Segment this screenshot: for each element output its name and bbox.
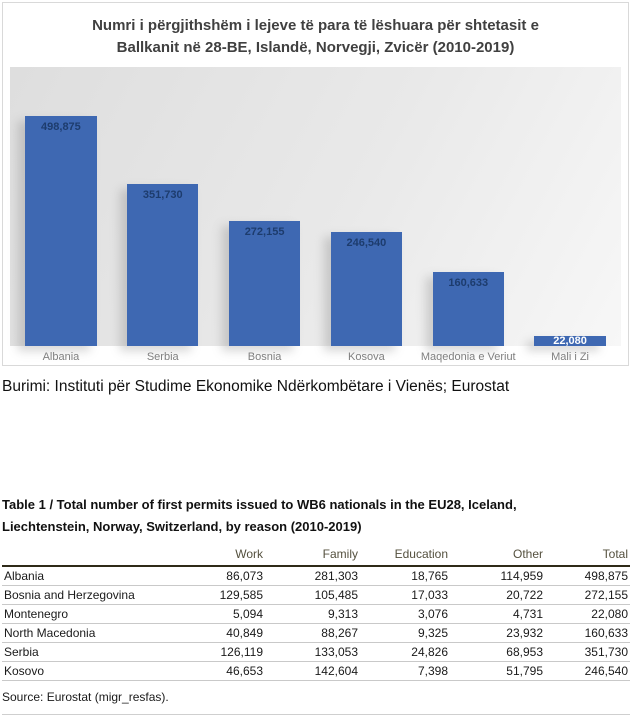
table-source-caption: Source: Eurostat (migr_resfas).: [2, 690, 169, 705]
table-row: Bosnia and Herzegovina 129,585 105,485 17,0…: [2, 585, 630, 606]
cell-value: 9,313: [265, 604, 360, 625]
category-label: Mali i Zi: [551, 351, 589, 363]
cell-value: 86,073: [172, 566, 265, 587]
cell-value: 5,094: [172, 604, 265, 625]
category-label: Kosova: [348, 351, 385, 363]
table-row: Montenegro 5,094 9,313 3,076 4,731 22,080: [2, 604, 630, 625]
table-header-row: Work Family Education Other Total: [2, 545, 630, 568]
cell-value: 272,155: [545, 585, 630, 606]
cell-value: 142,604: [265, 661, 360, 682]
cell-value: 7,398: [360, 661, 450, 682]
table-row: Serbia 126,119 133,053 24,826 68,953 351,730: [2, 642, 630, 663]
bar: 498,875: [25, 116, 97, 346]
cell-value: 18,765: [360, 566, 450, 587]
category-label: Serbia: [146, 351, 179, 363]
cell-value: 40,849: [172, 623, 265, 644]
chart-title-line-2: Ballkanit në 28-BE, Islandë, Norvegji, Z…: [116, 38, 515, 56]
bar-slot: 498,875: [10, 67, 112, 346]
bar-value-label: 22,080: [553, 335, 587, 347]
chart-title-line-1: Numri i përgjithshëm i lejeve të para të…: [92, 17, 539, 34]
table-section: Table 1 / Total number of first permits …: [2, 494, 630, 715]
cell-value: 133,053: [265, 642, 360, 663]
bar: 160,633: [432, 272, 504, 346]
bar-value-label: 272,155: [244, 226, 285, 238]
cell-value: 17,033: [360, 585, 450, 606]
cell-country: Serbia: [2, 642, 172, 663]
plot-area: 498,875 351,730 272,155 246,540 160,633 22,08…: [10, 67, 621, 347]
bar: 272,155: [228, 221, 301, 346]
cell-value: 46,653: [172, 661, 265, 682]
cell-value: 114,959: [450, 566, 545, 587]
column-header: Other: [450, 545, 545, 568]
category-labels-row: Albania Serbia Bosnia Kosova Maqedonia e Ver…: [10, 349, 621, 365]
category-label: Maqedonia e Veriut: [420, 351, 516, 363]
cell-value: 20,722: [450, 585, 545, 606]
cell-value: 129,585: [172, 585, 265, 606]
bar-slot: 272,155: [214, 67, 316, 346]
cell-value: 24,826: [360, 642, 450, 663]
bar-value-label: 160,633: [448, 277, 489, 289]
cell-value: 351,730: [545, 642, 630, 663]
cell-value: 88,267: [265, 623, 360, 644]
cell-value: 51,795: [450, 661, 545, 682]
cell-country: Montenegro: [2, 604, 172, 625]
table-row: Albania 86,073 281,303 18,765 114,959 498,875: [2, 566, 630, 587]
table-title-line-1: Table 1 / Total number of first permits …: [2, 497, 517, 512]
cell-value: 126,119: [172, 642, 265, 663]
column-header: Work: [172, 545, 265, 568]
cell-value: 23,932: [450, 623, 545, 644]
bars-row: 498,875 351,730 272,155 246,540 160,633 22,08…: [10, 67, 621, 347]
bar-slot: 22,080: [519, 67, 621, 347]
cell-country: Bosnia and Herzegovina: [2, 585, 172, 606]
category-label: Albania: [42, 351, 80, 363]
permits-table: Work Family Education Other Total Albania 86,…: [2, 545, 630, 682]
bar: 246,540: [330, 232, 403, 346]
cell-value: 22,080: [545, 604, 630, 625]
cell-value: 4,731: [450, 604, 545, 625]
cell-value: 3,076: [360, 604, 450, 625]
chart-source-caption: Burimi: Instituti për Studime Ekonomike …: [2, 378, 510, 395]
bar-slot: 160,633: [417, 67, 519, 346]
bar-value-label: 498,875: [41, 121, 81, 133]
cell-value: 160,633: [545, 623, 630, 644]
cell-value: 281,303: [265, 566, 360, 587]
column-header: Total: [545, 545, 630, 568]
table-title-line-2: Liechtenstein, Norway, Switzerland, by r…: [2, 519, 362, 535]
bar-value-label: 246,540: [346, 237, 387, 249]
bar: 351,730: [127, 184, 199, 346]
cell-value: 498,875: [545, 566, 630, 587]
table-row: Kosovo 46,653 142,604 7,398 51,795 246,540: [2, 661, 630, 682]
column-header-country: [2, 545, 172, 568]
table-body: Albania 86,073 281,303 18,765 114,959 498,875…: [2, 566, 630, 682]
cell-value: 68,953: [450, 642, 545, 663]
cell-value: 105,485: [265, 585, 360, 606]
cell-country: Kosovo: [2, 661, 172, 682]
cell-country: Albania: [2, 566, 172, 587]
bar: 22,080: [534, 335, 606, 347]
table-row: North Macedonia 40,849 88,267 9,325 23,932 16…: [2, 623, 630, 644]
column-header: Education: [360, 545, 450, 568]
bar-chart-card: Numri i përgjithshëm i lejeve të para të…: [2, 2, 629, 366]
cell-value: 9,325: [360, 623, 450, 644]
cell-country: North Macedonia: [2, 623, 172, 644]
cell-value: 246,540: [545, 661, 630, 682]
table-title: Table 1 / Total number of first permits …: [2, 494, 606, 538]
bar-slot: 351,730: [112, 67, 214, 346]
bar-value-label: 351,730: [142, 189, 183, 201]
category-label: Bosnia: [247, 351, 282, 363]
chart-title: Numri i përgjithshëm i lejeve të para të…: [3, 15, 628, 59]
bar-slot: 246,540: [315, 67, 417, 346]
column-header: Family: [265, 545, 360, 568]
